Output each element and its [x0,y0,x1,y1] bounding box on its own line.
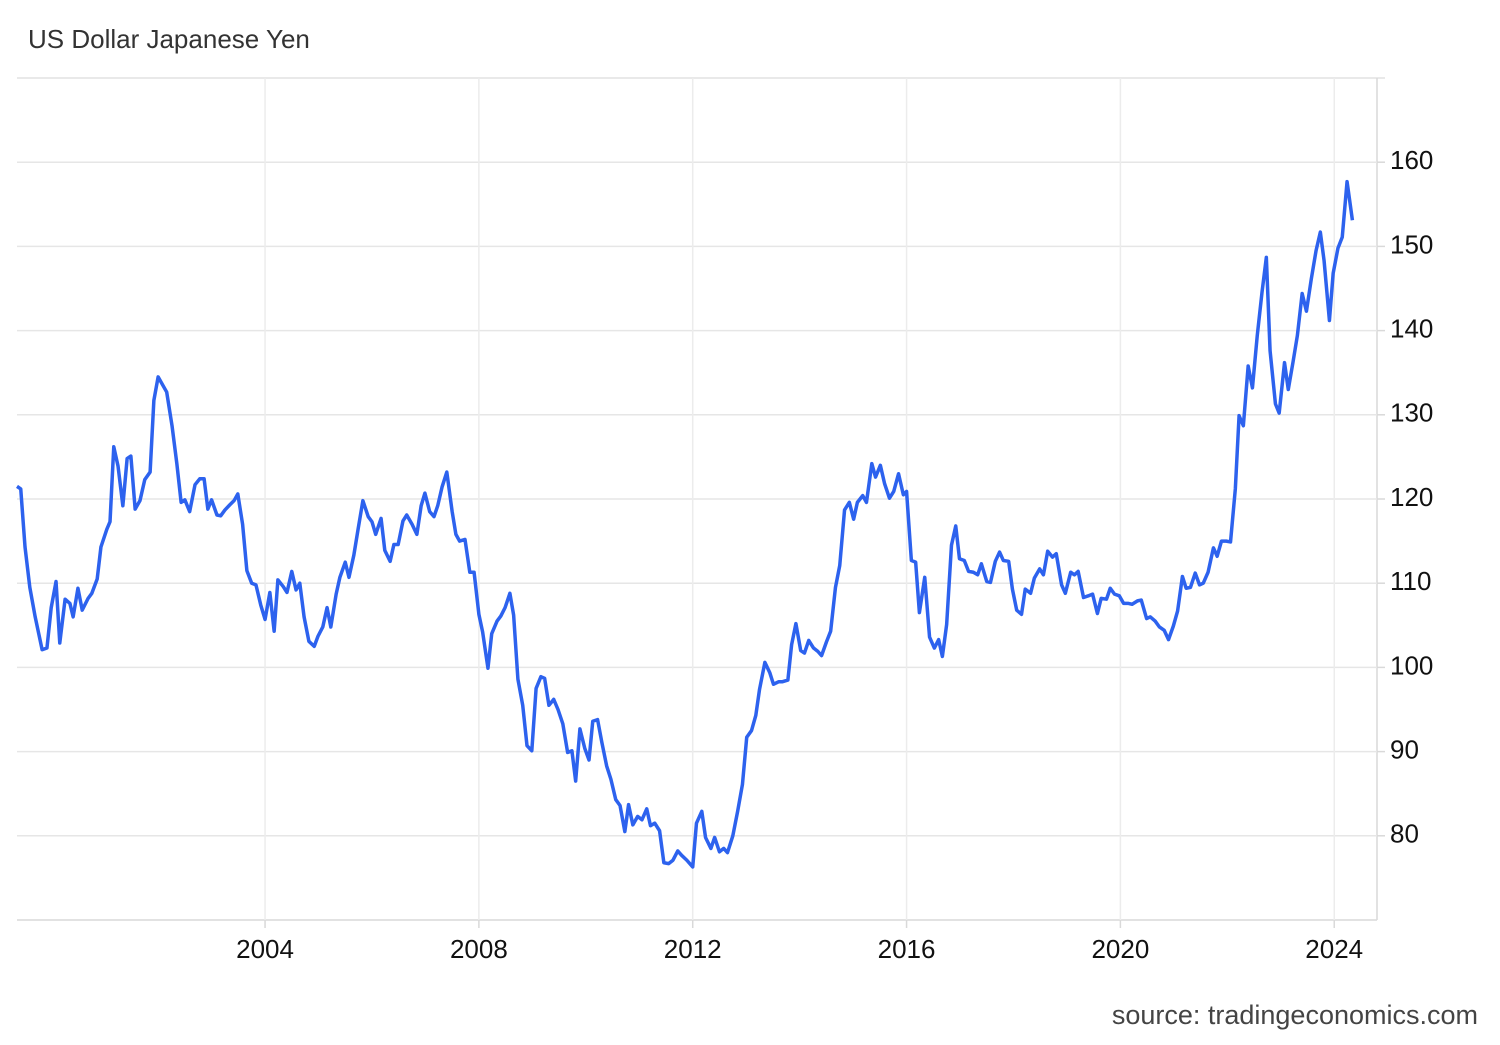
x-tick-label: 2008 [450,934,508,964]
y-tick-label: 100 [1390,650,1433,680]
y-tick-label: 110 [1390,566,1431,596]
y-tick-label: 160 [1390,145,1433,175]
y-tick-label: 140 [1390,313,1433,343]
y-tick-label: 120 [1390,482,1433,512]
source-note: source: tradingeconomics.com [1112,1000,1478,1030]
x-tick-label: 2024 [1305,934,1363,964]
x-tick-label: 2012 [664,934,722,964]
x-tick-label: 2020 [1091,934,1149,964]
y-tick-label: 130 [1390,398,1433,428]
y-tick-label: 90 [1390,734,1419,764]
chart-title: US Dollar Japanese Yen [28,24,310,54]
x-tick-label: 2016 [878,934,936,964]
y-tick-label: 80 [1390,819,1419,849]
price-line [16,179,1355,869]
x-tick-label: 2004 [236,934,294,964]
y-tick-label: 150 [1390,229,1433,259]
